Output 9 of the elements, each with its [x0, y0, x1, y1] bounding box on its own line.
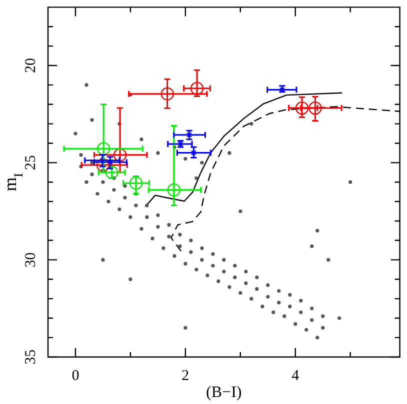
y-tick-label: 30 [23, 252, 39, 268]
x-tick-label: 0 [72, 368, 80, 384]
x-tick-label: 2 [182, 368, 190, 384]
x-axis-title: (B−I) [206, 384, 242, 401]
y-tick-label: 20 [23, 58, 39, 73]
y-axis-title: mI [0, 172, 26, 192]
y-tick-label: 25 [23, 155, 39, 170]
y-tick-label: 35 [23, 350, 39, 364]
x-tick-label: 4 [292, 368, 300, 384]
